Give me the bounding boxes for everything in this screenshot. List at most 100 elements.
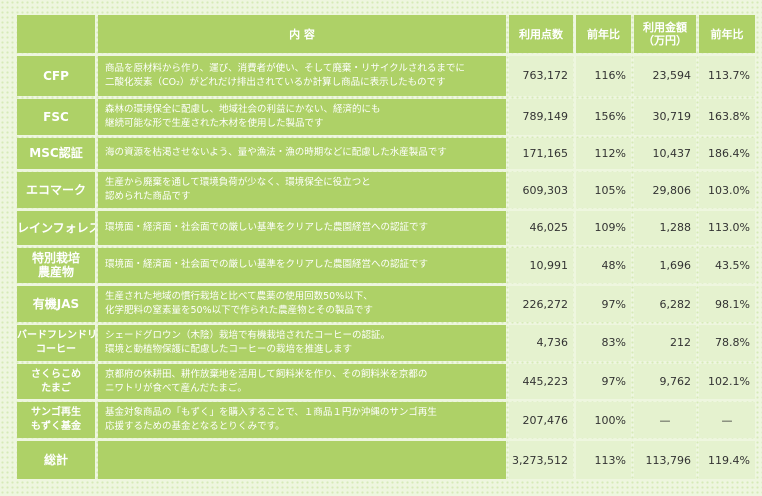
- row-amount: 9,762: [634, 363, 696, 400]
- table-row: エコマーク 生産から廃棄を通して環境負荷が少なく、環境保全に役立つと 認められた商品…: [17, 172, 755, 208]
- row-label: 特別栽培 農産物: [17, 247, 95, 284]
- row-description-line: 森林の環境保全に配慮し、地域社会の利益にかない、経済的にも: [105, 103, 381, 115]
- row-description: 森林の環境保全に配慮し、地域社会の利益にかない、経済的にも 継続可能な形で生産され…: [98, 98, 506, 135]
- row-label-line: サンゴ再生: [31, 407, 81, 419]
- row-yoy-amount: 78.8%: [699, 324, 755, 361]
- header-row: 内 容 利用点数 前年比 利用金額 （万円） 前年比: [17, 15, 755, 53]
- total-yoy-points: 113%: [576, 441, 631, 479]
- row-label-line: 特別栽培: [31, 251, 80, 266]
- row-yoy-points: 97%: [576, 286, 631, 322]
- row-amount: 212: [634, 324, 696, 361]
- row-description-line: 応援するための基金となるとりくみです。: [105, 421, 285, 433]
- row-description: 生産された地域の慣行栽培と比べて農薬の使用回数50%以下、 化学肥料の窒素量を50…: [98, 286, 506, 322]
- row-label: FSC: [17, 98, 95, 135]
- row-yoy-amount: 186.4%: [699, 137, 755, 170]
- row-label: さくらこめ たまご: [17, 363, 95, 400]
- header-yoy-points: 前年比: [576, 15, 631, 53]
- table-row: バードフレンドリーコーヒーシェードグロウン（木陰）栽培で有機栽培されたコーヒーの…: [17, 324, 755, 361]
- row-yoy-amount: 163.8%: [699, 98, 755, 135]
- row-yoy-amount: 43.5%: [699, 247, 755, 284]
- row-amount: 10,437: [634, 137, 696, 170]
- table-row: CFP 商品を原材料から作り、運び、消費者が使い、そして廃棄・リサイクルされるまで…: [17, 56, 755, 96]
- row-label-line: CFP: [43, 68, 69, 83]
- row-label: レインフォレスト: [17, 210, 95, 245]
- row-label-line: FSC: [43, 109, 69, 124]
- row-description-line: 京都府の休耕田、耕作放棄地を活用して飼料米を作り、その飼料米を京都の: [105, 368, 428, 380]
- row-description-line: 継続可能な形で生産された木材を使用した製品です: [105, 117, 324, 129]
- row-description: シェードグロウン（木陰）栽培で有機栽培されたコーヒーの認証。 環境と動植物保護に配…: [98, 324, 506, 361]
- row-description: 海の資源を枯渇させないよう、量や漁法・漁の時期などに配慮した水産製品です: [98, 137, 506, 170]
- table-row: レインフォレスト環境面・経済面・社会面での厳しい基準をクリアした農園経営への認証…: [17, 210, 755, 245]
- row-yoy-points: 100%: [576, 402, 631, 439]
- row-points: 10,991: [509, 247, 573, 284]
- row-description: 基金対象商品の「もずく」を購入することで、１商品１円か沖縄のサンゴ再生 応援するた…: [98, 402, 506, 439]
- eco-label-usage-table: 内 容 利用点数 前年比 利用金額 （万円） 前年比 CFP 商品を原材料から作り…: [14, 12, 758, 482]
- row-label: CFP: [17, 56, 95, 96]
- row-description-line: 生産から廃棄を通して環境負荷が少なく、環境保全に役立つと: [105, 177, 371, 189]
- row-label-line: もずく基金: [31, 421, 81, 433]
- row-description-line: 生産された地域の慣行栽培と比べて農薬の使用回数50%以下、: [105, 291, 373, 303]
- row-yoy-points: 116%: [576, 56, 631, 96]
- row-description-line: ニワトリが食べて産んだたまご。: [105, 382, 247, 394]
- row-points: 789,149: [509, 98, 573, 135]
- row-yoy-points: 109%: [576, 210, 631, 245]
- row-label: サンゴ再生もずく基金: [17, 402, 95, 439]
- row-label: エコマーク: [17, 172, 95, 208]
- table-row: 有機JAS 生産された地域の慣行栽培と比べて農薬の使用回数50%以下、 化学肥料の窒…: [17, 286, 755, 322]
- row-description: 京都府の休耕田、耕作放棄地を活用して飼料米を作り、その飼料米を京都の ニワトリが食…: [98, 363, 506, 400]
- row-label-line: コーヒー: [36, 343, 76, 355]
- row-points: 609,303: [509, 172, 573, 208]
- header-amount-line2: （万円）: [643, 34, 687, 47]
- header-corner: [17, 15, 95, 53]
- row-description-line: 環境面・経済面・社会面での厳しい基準をクリアした農園経営への認証です: [105, 221, 429, 233]
- table-row: さくらこめ たまご 京都府の休耕田、耕作放棄地を活用して飼料米を作り、その飼料米を京…: [17, 363, 755, 400]
- row-points: 46,025: [509, 210, 573, 245]
- row-description: 環境面・経済面・社会面での厳しい基準をクリアした農園経営への認証です: [98, 210, 506, 245]
- row-description: 環境面・経済面・社会面での厳しい基準をクリアした農園経営への認証です: [98, 247, 506, 284]
- table-row: 特別栽培 農産物 環境面・経済面・社会面での厳しい基準をクリアした農園経営への認証で…: [17, 247, 755, 284]
- total-label: 総計: [17, 441, 95, 479]
- row-yoy-amount: 113.0%: [699, 210, 755, 245]
- row-description-line: 環境面・経済面・社会面での厳しい基準をクリアした農園経営への認証です: [105, 259, 429, 271]
- row-label: 有機JAS: [17, 286, 95, 322]
- table-row: FSC 森林の環境保全に配慮し、地域社会の利益にかない、経済的にも 継続可能な形で生…: [17, 98, 755, 135]
- row-description-line: 二酸化炭素（CO₂）がどれだけ排出されているか計算し商品に表示したものです: [105, 76, 446, 88]
- row-amount: 29,806: [634, 172, 696, 208]
- table-row: MSC認証 海の資源を枯渇させないよう、量や漁法・漁の時期などに配慮した水産製品で…: [17, 137, 755, 170]
- row-yoy-amount: 113.7%: [699, 56, 755, 96]
- row-yoy-amount: 98.1%: [699, 286, 755, 322]
- header-amount-line1: 利用金額: [643, 21, 687, 34]
- row-description: 生産から廃棄を通して環境負荷が少なく、環境保全に役立つと 認められた商品です: [98, 172, 506, 208]
- row-yoy-points: 112%: [576, 137, 631, 170]
- row-description-line: 基金対象商品の「もずく」を購入することで、１商品１円か沖縄のサンゴ再生: [105, 407, 437, 419]
- row-yoy-points: 48%: [576, 247, 631, 284]
- row-amount: 30,719: [634, 98, 696, 135]
- row-yoy-amount: 103.0%: [699, 172, 755, 208]
- row-label-line: たまご: [41, 382, 71, 394]
- row-yoy-amount: 102.1%: [699, 363, 755, 400]
- row-amount: 23,594: [634, 56, 696, 96]
- header-amount: 利用金額 （万円）: [634, 15, 696, 53]
- row-points: 763,172: [509, 56, 573, 96]
- total-yoy-amount: 119.4%: [699, 441, 755, 479]
- row-yoy-amount: —: [699, 402, 755, 439]
- row-yoy-points: 156%: [576, 98, 631, 135]
- row-points: 226,272: [509, 286, 573, 322]
- row-amount: 1,696: [634, 247, 696, 284]
- row-description: 商品を原材料から作り、運び、消費者が使い、そして廃棄・リサイクルされるまでに 二酸…: [98, 56, 506, 96]
- total-points: 3,273,512: [509, 441, 573, 479]
- row-label-line: エコマーク: [25, 183, 86, 198]
- row-description-line: 海の資源を枯渇させないよう、量や漁法・漁の時期などに配慮した水産製品です: [105, 147, 447, 159]
- total-amount: 113,796: [634, 441, 696, 479]
- total-row: 総計 3,273,512 113% 113,796 119.4%: [17, 441, 755, 479]
- row-amount: —: [634, 402, 696, 439]
- header-content: 内 容: [98, 15, 506, 53]
- header-points: 利用点数: [509, 15, 573, 53]
- row-yoy-points: 105%: [576, 172, 631, 208]
- row-label-line: レインフォレスト: [17, 220, 95, 235]
- row-label: MSC認証: [17, 137, 95, 170]
- total-description-blank: [98, 441, 506, 479]
- row-label-line: 有機JAS: [32, 297, 80, 312]
- row-label-line: さくらこめ: [31, 368, 81, 380]
